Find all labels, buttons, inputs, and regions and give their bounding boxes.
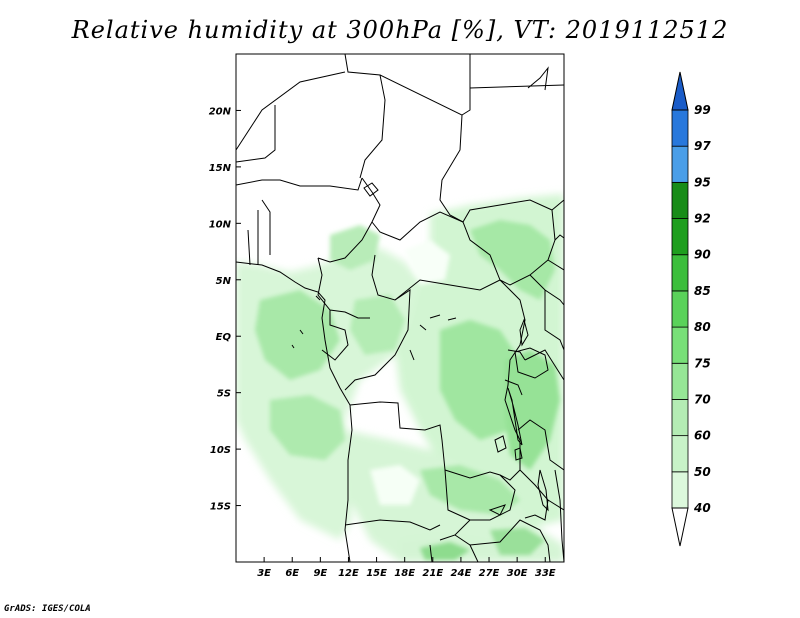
lat-tick-label: 5S: [217, 389, 231, 400]
humidity-moist-south: [420, 465, 520, 515]
colorbar-high-arrow: [671, 71, 689, 111]
colorbar-low-arrow: [671, 507, 689, 547]
border-zambia: [439, 469, 516, 541]
colorbar-segment: [671, 326, 689, 364]
colorbar-segment: [671, 362, 689, 400]
lon-tick-label: 15E: [366, 568, 387, 579]
lon-tick-label: 21E: [422, 568, 443, 579]
border-sudan-chad: [379, 74, 464, 223]
border-egypt-sudan: [469, 84, 564, 89]
border-west-africa: [236, 105, 276, 163]
lat-tick-label: 10N: [209, 219, 232, 230]
border-nigeria-east: [317, 177, 381, 263]
humidity-dry-gap: [405, 240, 450, 285]
lat-tick-label: 5N: [216, 276, 232, 287]
humidity-moist-southwest: [270, 395, 345, 460]
colorbar-label: 97: [694, 139, 711, 153]
lake-chad: [363, 182, 379, 197]
colorbar-label: 99: [694, 103, 711, 117]
colorbar-label: 40: [693, 501, 711, 515]
lake-albert: [519, 318, 529, 347]
colorbar-segment: [671, 471, 689, 509]
colorbar-label: 80: [694, 320, 711, 334]
lon-axis: 3E 6E 9E 12E 15E 18E 21E 24E 27E 30E 33E: [257, 557, 556, 579]
border-gabon: [321, 310, 349, 361]
border-ethiopia: [547, 199, 564, 271]
border-south-sudan: [462, 199, 556, 286]
lat-axis: 20N 15N 10N 5N EQ 5S 10S 15S: [209, 106, 241, 513]
lat-tick-label: 20N: [209, 106, 232, 117]
colorbar-label: 85: [694, 284, 711, 298]
lake-tanganyika: [507, 387, 523, 446]
humidity-moist-west: [255, 290, 340, 380]
colorbar-label: 70: [694, 392, 711, 406]
humidity-moist-east: [470, 220, 555, 300]
colorbar-segment: [671, 145, 689, 183]
colorbar-label: 75: [694, 356, 711, 370]
border-niger-nigeria: [236, 177, 363, 191]
border-drc-east: [499, 279, 526, 481]
border-benin: [247, 199, 271, 266]
lon-tick-label: 30E: [507, 568, 528, 579]
colorbar-segment: [671, 399, 689, 437]
colorbar-segment: [671, 109, 689, 147]
border-tanzania: [517, 349, 564, 471]
lake-kariba: [488, 504, 506, 516]
humidity-field: [236, 194, 564, 562]
lon-tick-label: 27E: [479, 568, 500, 579]
lat-tick-label: 15N: [209, 163, 232, 174]
colorbar-label: 60: [694, 429, 711, 443]
border-east-coast: [554, 234, 564, 562]
border-uganda-kenya: [529, 274, 564, 351]
colorbar: 40 50 60 70 75 80 85 90 92 95 97 99: [671, 71, 711, 547]
lon-tick-label: 6E: [285, 568, 299, 579]
border-congo-drc: [344, 289, 411, 391]
border-botswana: [429, 544, 479, 562]
lake-mweru: [494, 435, 523, 461]
border-malawi-moz: [519, 469, 564, 521]
lake-malawi: [537, 469, 549, 512]
map-frame: [235, 53, 565, 563]
lat-tick-label: 10S: [210, 445, 231, 456]
lat-tick-label: 15S: [210, 502, 231, 513]
border-libya-sudan: [344, 54, 386, 179]
coastline-west: [236, 261, 353, 562]
humidity-moist-far-south2: [490, 528, 545, 555]
lon-tick-label: 24E: [451, 568, 472, 579]
border-rwanda-burundi: [504, 349, 526, 396]
colorbar-segment: [671, 435, 689, 473]
lon-tick-label: 12E: [338, 568, 359, 579]
border-angola-south: [344, 519, 441, 531]
lake-victoria: [514, 347, 549, 379]
lat-tick-label: EQ: [216, 332, 232, 343]
colorbar-segment: [671, 254, 689, 292]
coastline-red-sea: [527, 66, 549, 91]
humidity-moist-center: [350, 295, 405, 355]
humidity-moist-far-south: [420, 542, 470, 560]
humidity-moist-east2: [440, 320, 525, 440]
border-libya-egypt: [461, 54, 471, 116]
colorbar-label: 95: [694, 175, 711, 189]
map-title: Relative humidity at 300hPa [%], VT: 201…: [71, 16, 729, 44]
colorbar-segment: [671, 181, 689, 219]
border-angola-north: [349, 401, 471, 521]
colorbar-segment: [671, 290, 689, 328]
lon-tick-label: 3E: [257, 568, 271, 579]
colorbar-label: 92: [694, 212, 711, 226]
border-algeria-niger: [236, 71, 346, 151]
lon-tick-label: 33E: [535, 568, 556, 579]
colorbar-label: 90: [694, 248, 711, 262]
grads-credit: GrADS: IGES/COLA: [4, 604, 91, 614]
lake-small: [409, 314, 457, 361]
colorbar-segment: [671, 218, 689, 256]
colorbar-label: 50: [694, 465, 711, 479]
lon-tick-label: 9E: [313, 568, 327, 579]
lon-tick-label: 18E: [394, 568, 415, 579]
border-car: [371, 211, 501, 301]
humidity-dry-gap2: [370, 465, 420, 505]
islands: [291, 295, 321, 349]
country-borders: [236, 54, 564, 562]
